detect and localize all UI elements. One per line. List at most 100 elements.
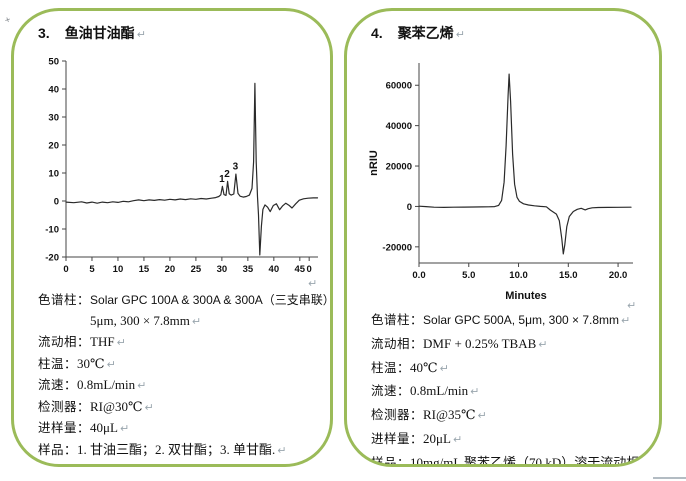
- spec-list: 色谱柱：Solar GPC 500A, 5μm, 300 × 7.8mm ↵ 流动相…: [371, 310, 659, 467]
- y-tick-label: -20: [45, 253, 59, 264]
- spec-label: 检测器：: [371, 408, 424, 423]
- chromatogram-chart: -20000 0 20000 40000 60000 0.0 5.0 10.0 15.0 20.0…: [368, 63, 633, 302]
- spec-line: 检测器：RI@35℃ ↵: [371, 404, 659, 428]
- spec-label: 进样量：: [38, 421, 91, 435]
- paragraph-return-icon: ↵: [470, 386, 480, 399]
- paragraph-return-icon: ↵: [455, 29, 465, 41]
- y-tick-label: 20000: [386, 162, 412, 173]
- spec-value: RI@30℃: [90, 398, 143, 414]
- section-title: 4. 聚苯乙烯 ↵: [371, 23, 659, 43]
- x-tick-label: 35: [243, 264, 254, 275]
- x-tick-label: 10.0: [509, 270, 528, 281]
- y-tick-label: -10: [45, 225, 59, 236]
- spec-value-part: ）溶于流动相中: [561, 454, 653, 467]
- spec-label: 检测器：: [38, 399, 91, 414]
- paragraph-return-icon: ↵: [654, 458, 659, 464]
- paragraph-return-icon: ↵: [627, 300, 637, 312]
- y-tick-label: 20: [48, 141, 59, 152]
- spec-value: RI@35℃: [423, 407, 476, 423]
- spec-label: 样品：: [38, 442, 78, 457]
- panel-polystyrene: 4. 聚苯乙烯 ↵ -20000 0 20000 40000 60000 0.0 5.0 10.0…: [344, 8, 662, 467]
- paragraph-return-icon: ↵: [621, 315, 631, 327]
- spec-label: 流速：: [371, 384, 411, 399]
- x-tick-label: 15: [139, 264, 150, 275]
- paragraph-return-icon: ↵: [119, 423, 130, 435]
- spec-line: 5μm, 300 × 7.8mm ↵: [38, 311, 330, 333]
- y-tick-label: 40000: [386, 121, 412, 132]
- paragraph-return-icon: ↵: [452, 433, 463, 446]
- y-tick-label: 0: [407, 202, 412, 213]
- section-number: 3.: [38, 25, 50, 41]
- spec-label: 柱温：: [38, 356, 78, 371]
- paragraph-return-icon: ↵: [137, 380, 147, 392]
- section-title-text: 聚苯乙烯: [397, 25, 454, 41]
- spec-value: 5μm, 300 × 7.8mm: [90, 312, 190, 328]
- peak-label: 2: [224, 169, 230, 180]
- spec-value: 40℃: [410, 359, 438, 375]
- spec-value: THF: [90, 334, 115, 349]
- y-tick-label: -20000: [382, 242, 412, 253]
- spec-line: 进样量：40μL ↵: [38, 418, 330, 440]
- spec-line: 柱温：30℃ ↵: [38, 354, 330, 376]
- spec-list: 色谱柱：Solar GPC 100A & 300A & 300A（三支串联）， 5…: [38, 290, 330, 461]
- x-tick-label: 0: [63, 264, 68, 275]
- y-tick-label: 60000: [386, 81, 412, 92]
- spec-label: 流动相：: [38, 335, 91, 349]
- peak-label: 1: [219, 174, 225, 185]
- x-axis-title: Minutes: [505, 290, 547, 302]
- table-gridline-fragment: [653, 477, 686, 479]
- spec-label: 色谱柱：: [371, 313, 424, 327]
- x-tick-label: 45: [295, 264, 306, 275]
- spec-value: Solar GPC 500A, 5μm, 300 × 7.8mm: [423, 313, 620, 327]
- x-tick-label: 5: [89, 264, 95, 275]
- x-tick-label: 10: [113, 264, 124, 275]
- y-tick-label: 30: [48, 113, 59, 124]
- paragraph-return-icon: ↵: [477, 410, 487, 423]
- panel-fish-oil-glycerides: 3. 鱼油甘油酯 ↵ -20 -10 0 10 20 30 40 50 0 5 10 15 20 25 30 35…: [11, 8, 333, 467]
- y-tick-label: 40: [48, 85, 59, 96]
- x-tick-label: 40: [269, 264, 280, 275]
- spec-line: 样品：1. 甘油三酯；2. 双甘酯；3. 单甘酯. ↵: [38, 440, 330, 462]
- section-title: 3. 鱼油甘油酯 ↵: [38, 23, 330, 43]
- chromatogram-trace: [65, 82, 319, 256]
- spec-label: 流动相：: [371, 336, 424, 351]
- y-tick-label: 10: [48, 169, 59, 180]
- spec-label: 柱温：: [371, 360, 411, 375]
- peak-label: 3: [233, 161, 239, 172]
- x-tick-label: 0.0: [412, 270, 425, 281]
- y-tick-label: 50: [48, 57, 59, 68]
- spec-line: 流速：0.8mL/min ↵: [38, 375, 330, 397]
- spec-value: 0.8mL/min: [410, 383, 469, 399]
- spec-value: 30℃: [77, 355, 105, 371]
- x-tick-label: 25: [191, 264, 202, 275]
- x-tick-label: 5.0: [462, 270, 475, 281]
- x-tick-label: 15.0: [559, 270, 578, 281]
- section-number: 4.: [371, 25, 383, 41]
- spec-label: 进样量：: [371, 431, 424, 446]
- spec-label: 样品：: [371, 455, 411, 467]
- paragraph-return-icon: ↵: [191, 315, 202, 328]
- x-tick-label: 30: [217, 264, 228, 275]
- spec-label: 流速：: [38, 378, 78, 392]
- spec-value: 40μL: [90, 420, 118, 435]
- spec-value: DMF + 0.25% TBAB: [423, 335, 537, 351]
- spec-line: 流动相：DMF + 0.25% TBAB ↵: [371, 333, 659, 357]
- paragraph-return-icon: ↵: [439, 362, 449, 375]
- y-tick-label: 0: [54, 197, 59, 208]
- paragraph-return-icon: ↵: [116, 337, 126, 349]
- spec-line: 色谱柱：Solar GPC 500A, 5μm, 300 × 7.8mm ↵: [371, 310, 659, 333]
- paragraph-return-icon: ↵: [308, 278, 318, 290]
- paragraph-return-icon: ↵: [144, 401, 154, 414]
- x-tick-label: 20: [165, 264, 176, 275]
- y-axis-title: nRIU: [368, 150, 380, 176]
- x-tick-label: 0: [307, 264, 312, 275]
- spec-value: 10mg/mL 聚苯乙烯（70 kD）溶于流动相中: [410, 454, 653, 467]
- paragraph-return-icon: ↵: [538, 338, 548, 351]
- spellcheck-flagged-text: kD: [545, 454, 562, 467]
- spec-line: 色谱柱：Solar GPC 100A & 300A & 300A（三支串联），: [38, 290, 330, 311]
- spec-line: 流动相：THF ↵: [38, 332, 330, 354]
- spec-line: 样品：10mg/mL 聚苯乙烯（70 kD）溶于流动相中↵: [371, 452, 659, 467]
- section-title-text: 鱼油甘油酯: [64, 25, 135, 41]
- spec-line: 流速：0.8mL/min ↵: [371, 380, 659, 404]
